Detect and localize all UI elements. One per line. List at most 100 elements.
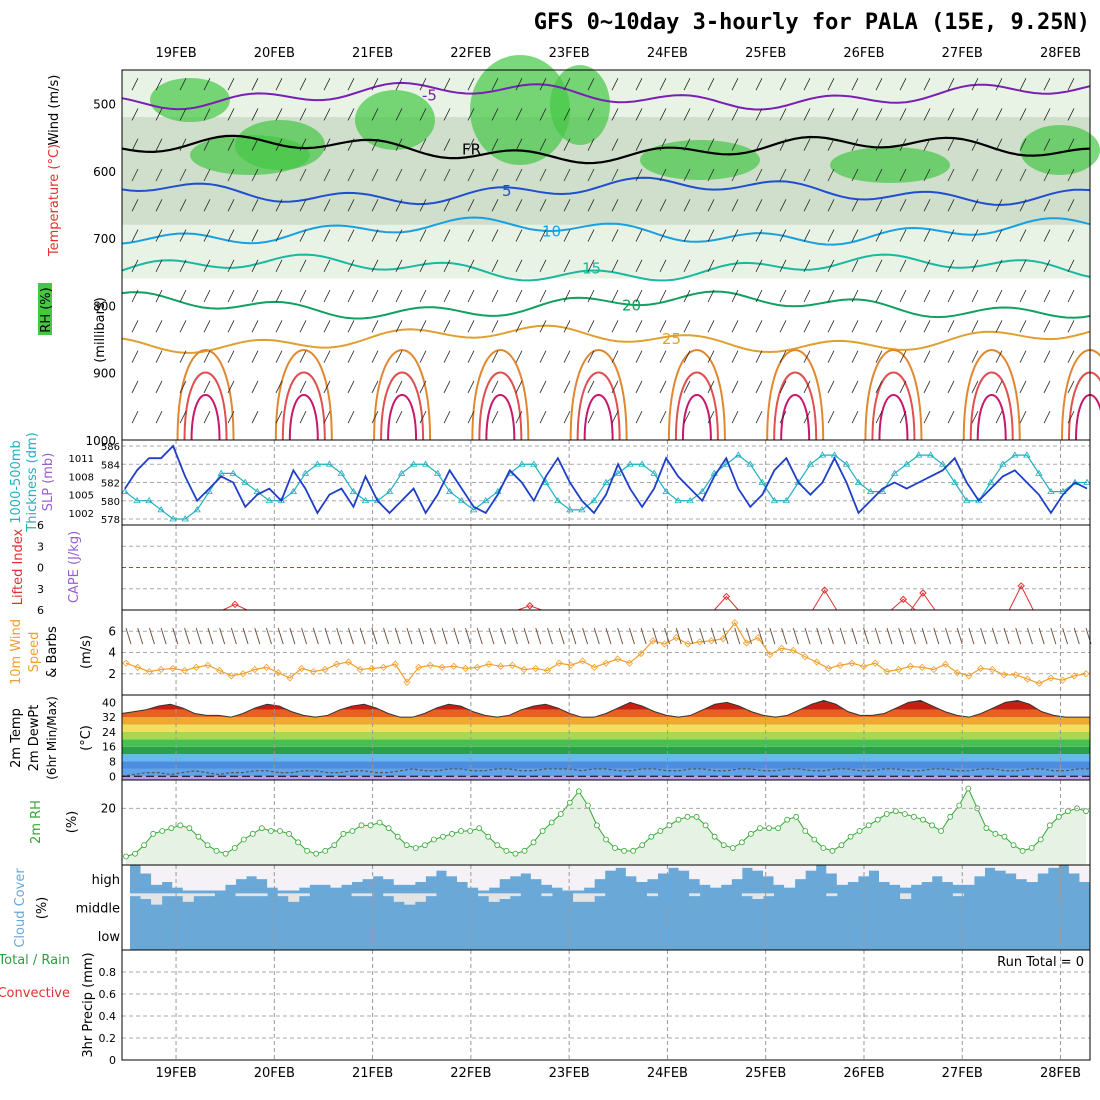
rh-marker xyxy=(322,847,329,854)
wind-barb xyxy=(635,380,643,394)
wind-barb xyxy=(441,627,448,645)
wind-barb xyxy=(995,229,1003,242)
wind-barb xyxy=(419,78,427,91)
wind-barb xyxy=(155,289,163,303)
cloud-mid-gap xyxy=(752,893,764,899)
wind-barb xyxy=(1019,350,1027,363)
wind-barb xyxy=(251,199,259,212)
wind-barb xyxy=(347,108,355,121)
wind-barb xyxy=(443,350,451,363)
li-marker xyxy=(526,602,534,610)
cloud-high-gap xyxy=(414,865,426,882)
wind-barb xyxy=(971,108,979,121)
rh-marker xyxy=(458,828,464,834)
rh-marker xyxy=(358,822,365,829)
thickness-marker xyxy=(734,451,742,458)
rh-marker xyxy=(983,825,990,832)
cloud-mid-gap xyxy=(172,893,184,897)
wind-barb xyxy=(683,411,691,424)
rh-moist-area xyxy=(1020,125,1100,175)
wind-barb xyxy=(395,168,403,182)
temp-band xyxy=(122,717,1090,725)
wind-barb xyxy=(443,380,451,394)
wind-speed-marker xyxy=(637,649,645,658)
wind-barb xyxy=(467,289,475,303)
wind-speed-marker xyxy=(485,660,493,668)
thickness-axis-label-b: Thickness (dm) xyxy=(25,432,40,532)
wind-barb xyxy=(131,380,139,394)
wind-barb xyxy=(956,627,963,645)
isotherm-10 xyxy=(121,216,1091,246)
cloud-high-gap xyxy=(805,865,817,871)
wind-barb xyxy=(443,411,451,424)
cloud-high-gap xyxy=(288,865,300,891)
slp-tick-label: 1008 xyxy=(69,472,94,483)
date-label-top-28feb: 28FEB xyxy=(1039,46,1082,61)
thickness-marker xyxy=(842,460,851,467)
wind-axis-label-b: Speed xyxy=(27,632,42,673)
wind-barb xyxy=(323,380,331,394)
wind-speed-marker xyxy=(532,664,540,673)
wind-speed-marker xyxy=(579,657,587,665)
cloud-high-gap xyxy=(646,865,658,880)
li-marker xyxy=(919,589,927,597)
wind-barb xyxy=(803,168,811,182)
wind-barb xyxy=(395,320,403,333)
wind-barb xyxy=(659,168,667,182)
wind-speed-marker xyxy=(251,665,259,674)
wind-barb xyxy=(611,108,619,121)
thickness-marker xyxy=(1083,478,1091,485)
wind-barb xyxy=(923,350,931,363)
cloud-high-gap xyxy=(604,865,616,871)
wind-barb xyxy=(803,108,811,121)
wind-barb xyxy=(539,380,547,394)
wind-barb xyxy=(371,320,379,333)
wind-barb xyxy=(851,380,859,394)
wind-barb xyxy=(148,627,155,645)
rh-marker xyxy=(883,811,890,817)
thickness-marker xyxy=(421,460,430,467)
wind-barb xyxy=(611,320,619,333)
wind-barb xyxy=(587,350,595,363)
cloud-high-gap xyxy=(214,865,226,891)
cloud-high-gap xyxy=(689,865,701,880)
slp-line xyxy=(124,444,1088,515)
li-marker xyxy=(722,592,731,601)
wind-barb xyxy=(347,168,355,182)
wind-barb xyxy=(395,229,403,242)
wind-speed-marker xyxy=(824,664,833,673)
wind-barb xyxy=(539,78,547,91)
cloud-high-gap xyxy=(172,865,184,888)
wind-barb xyxy=(635,350,643,363)
wind-barb xyxy=(803,78,811,91)
wind-barb xyxy=(779,138,787,151)
wind-barb xyxy=(755,108,763,121)
wind-barb xyxy=(1067,168,1075,182)
wind-barb xyxy=(275,138,283,151)
wind-barb xyxy=(779,78,787,91)
cloud-high-gap xyxy=(720,865,732,885)
wind-barb xyxy=(659,289,667,303)
cape-axis-label: CAPE (J/kg) xyxy=(67,531,82,603)
wind-barb xyxy=(731,411,739,424)
cloud-high-gap xyxy=(340,865,353,885)
cloud-high-gap xyxy=(404,865,416,885)
warm-contour xyxy=(969,371,1014,441)
wind-barb xyxy=(899,259,907,272)
cloud-high-gap xyxy=(362,865,374,880)
cloud-high-gap xyxy=(1079,865,1091,882)
rh2m-unit-label: (%) xyxy=(65,811,80,834)
wind-barb xyxy=(179,259,187,272)
isotherm-label: 5 xyxy=(502,182,512,200)
wind-barb xyxy=(289,627,296,645)
temp-band xyxy=(122,739,1090,747)
wind-speed-marker xyxy=(742,639,751,647)
wind-barb xyxy=(683,78,691,91)
wind-barb xyxy=(659,350,667,363)
rh-marker xyxy=(838,842,845,849)
li-marker xyxy=(899,595,907,604)
cloud-mid-gap xyxy=(130,893,142,897)
wind-barb xyxy=(515,199,523,212)
wind-barb xyxy=(587,168,595,182)
